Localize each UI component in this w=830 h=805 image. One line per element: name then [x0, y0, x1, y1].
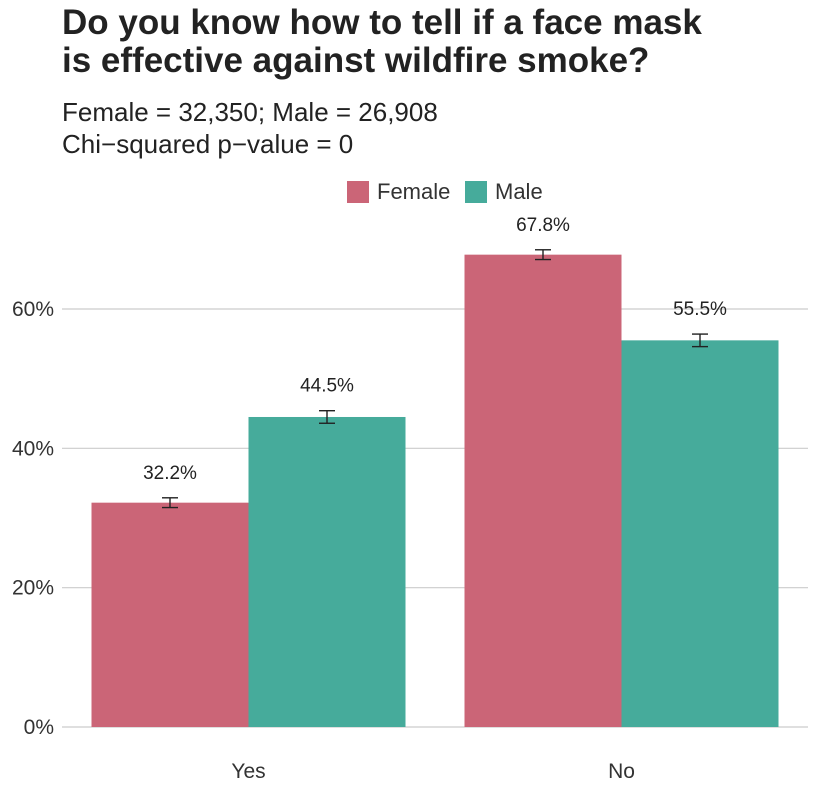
error-bar-male-yes	[319, 410, 335, 424]
legend-label-male: Male	[495, 179, 543, 204]
bar-male-yes	[248, 416, 406, 727]
x-tick-label-no: No	[608, 760, 635, 783]
x-tick-label-yes: Yes	[231, 760, 265, 783]
chart-legend: Female Male	[0, 176, 830, 208]
legend-label-female: Female	[377, 179, 451, 204]
y-tick-label-40: 40%	[12, 437, 54, 460]
chart-subtitle: Female = 32,350; Male = 26,908 Chi−squar…	[62, 96, 822, 160]
data-label-female-no: 67.8%	[516, 215, 570, 236]
legend-item-female: Female	[347, 176, 450, 208]
bar-male-no	[621, 340, 779, 727]
error-bar-female-no	[535, 249, 551, 261]
error-bar-female-yes	[162, 497, 178, 509]
data-label-female-yes: 32.2%	[143, 463, 197, 484]
legend-item-male: Male	[465, 176, 543, 208]
y-tick-label-60: 60%	[12, 298, 54, 321]
data-label-male-no: 55.5%	[673, 299, 727, 320]
chart-subtitle-line-1: Female = 32,350; Male = 26,908	[62, 97, 438, 127]
chart-title-line-1: Do you know how to tell if a face mask	[62, 3, 702, 42]
chart-title: Do you know how to tell if a face mask i…	[62, 4, 822, 80]
data-label-male-yes: 44.5%	[300, 376, 354, 397]
y-tick-label-20: 20%	[12, 577, 54, 600]
chart-title-line-2: is effective against wildfire smoke?	[62, 41, 650, 80]
bar-female-no	[464, 254, 622, 727]
chart-subtitle-line-2: Chi−squared p−value = 0	[62, 129, 354, 159]
error-bar-male-no	[692, 333, 708, 348]
y-tick-label-0: 0%	[24, 716, 54, 739]
legend-swatch-female	[347, 181, 369, 203]
legend-swatch-male	[465, 181, 487, 203]
bar-female-yes	[91, 502, 249, 727]
